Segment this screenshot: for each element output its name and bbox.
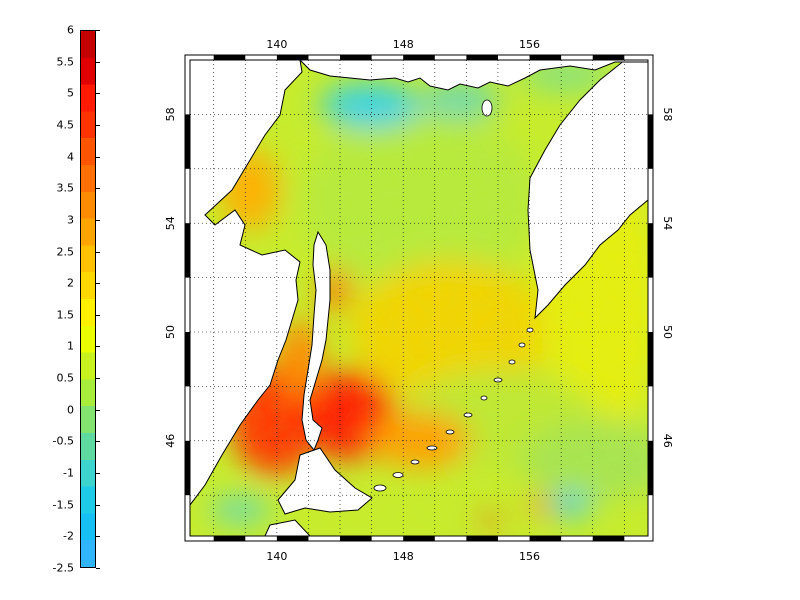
frame-segment xyxy=(213,536,246,541)
frame-segment xyxy=(466,55,498,60)
frame-segment xyxy=(185,440,190,496)
lon-tick-top: 148 xyxy=(393,38,414,51)
colorbar-tick xyxy=(96,93,100,95)
colorbar-tick xyxy=(96,219,100,221)
lon-tick-bottom: 156 xyxy=(519,550,540,563)
kamchatka-peninsula xyxy=(527,60,648,320)
map-frame xyxy=(184,54,654,542)
frame-segment xyxy=(648,440,653,496)
frame-segment xyxy=(185,114,190,169)
colorbar-tick xyxy=(96,283,100,285)
frame-segment xyxy=(213,55,246,60)
colorbar-tick-label: 6 xyxy=(67,23,74,37)
lon-tick-bottom: 140 xyxy=(266,550,287,563)
lat-tick-left: 50 xyxy=(164,325,177,339)
colorbar-tick-label: 5.5 xyxy=(56,55,75,69)
colorbar-tick-label: 1.5 xyxy=(56,308,75,322)
north-coast xyxy=(299,60,648,91)
colorbar-tick xyxy=(96,314,100,316)
lat-tick-right: 46 xyxy=(661,434,674,448)
frame-segment xyxy=(276,55,309,60)
honshu-tip xyxy=(264,519,311,536)
colorbar-tick xyxy=(96,568,100,569)
lat-tick-left: 46 xyxy=(164,434,177,448)
lon-tick-top: 156 xyxy=(519,38,540,51)
colorbar-tick xyxy=(96,536,100,538)
colorbar-tick-label: -1.5 xyxy=(52,498,74,512)
frame-segment xyxy=(466,536,498,541)
lat-tick-right: 54 xyxy=(661,216,674,230)
colorbar-tick xyxy=(96,409,100,411)
colorbar-tick-label: 3.5 xyxy=(56,181,75,195)
frame-segment xyxy=(340,55,372,60)
frame-segment xyxy=(592,55,625,60)
hokkaido-island xyxy=(277,447,373,515)
frame-segment xyxy=(648,332,653,387)
colorbar-tick-label: 2.5 xyxy=(56,245,75,259)
frame-segment xyxy=(648,223,653,278)
frame-segment xyxy=(529,536,562,541)
colorbar-tick-label: 3 xyxy=(67,213,74,227)
frame-segment xyxy=(403,55,435,60)
sakhalin-island xyxy=(301,230,331,451)
colorbar-tick xyxy=(96,188,100,190)
colorbar-tick-label: 2 xyxy=(67,276,74,290)
lon-tick-bottom: 148 xyxy=(393,550,414,563)
colorbar-tick-label: 1 xyxy=(67,339,74,353)
lat-tick-right: 58 xyxy=(661,107,674,121)
frame-segment xyxy=(340,536,372,541)
frame-segment xyxy=(403,536,435,541)
colorbar-tick xyxy=(96,346,100,348)
map-tick-labels: 140 148 156 140 148 156 58 54 50 46 58 54 50 46 xyxy=(164,38,674,563)
colorbar-tick-label: 0 xyxy=(67,403,74,417)
colorbar-tick-label: 0.5 xyxy=(56,371,75,385)
lat-tick-right: 50 xyxy=(661,325,674,339)
mainland-coast xyxy=(190,60,303,506)
frame-segment xyxy=(648,114,653,169)
colorbar-tick-label: 5 xyxy=(67,86,74,100)
colorbar-tick xyxy=(96,504,100,506)
frame-segment xyxy=(529,55,562,60)
colorbar-tick xyxy=(96,156,100,158)
colorbar-tick xyxy=(96,124,100,126)
frame-segment xyxy=(185,332,190,387)
lon-tick-top: 140 xyxy=(266,38,287,51)
land-mask xyxy=(190,60,648,536)
colorbar-tick-label: 4.5 xyxy=(56,118,75,132)
lat-tick-left: 54 xyxy=(164,216,177,230)
colorbar-tick xyxy=(96,61,100,63)
colorbar-tick xyxy=(96,30,100,31)
kuril-islands xyxy=(373,99,534,492)
frame-segment xyxy=(276,536,309,541)
colorbar-tick-label: -2 xyxy=(63,529,74,543)
data-field xyxy=(190,60,648,536)
colorbar-tick xyxy=(96,378,100,380)
colorbar-tick xyxy=(96,473,100,475)
frame-segment xyxy=(185,223,190,278)
lat-tick-left: 58 xyxy=(164,107,177,121)
colorbar-tick-label: -1 xyxy=(63,466,74,480)
colorbar-tick xyxy=(96,441,100,443)
colorbar xyxy=(80,30,96,568)
colorbar-tick-label: -2.5 xyxy=(52,561,74,575)
colorbar-tick-label: -0.5 xyxy=(52,434,74,448)
frame-segment xyxy=(592,536,625,541)
colorbar-tick xyxy=(96,251,100,253)
colorbar-tick-label: 4 xyxy=(67,150,74,164)
